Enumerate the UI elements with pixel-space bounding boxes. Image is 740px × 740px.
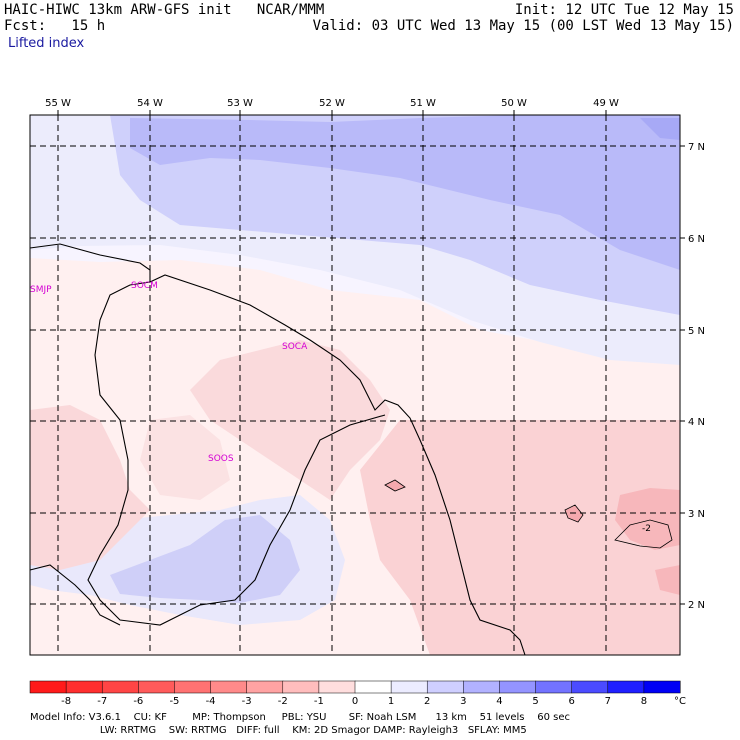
lon-label-50w: 50 W [501,98,527,109]
colorbar-tick-label: 7 [605,696,611,707]
model-info-line1: Model Info: V3.6.1 CU: KF MP: Thompson P… [30,712,570,723]
lon-label-53w: 53 W [227,98,253,109]
colorbar-tick-label: -1 [314,696,324,707]
colorbar-swatch [354,680,392,694]
lat-label-4n: 4 N [688,417,705,428]
lat-label-5n: 5 N [688,326,705,337]
station-soca: SOCA [282,342,308,352]
colorbar-swatch [138,680,175,694]
colorbar-swatch [246,680,284,694]
station-socm: SOCM [131,281,158,291]
field-name: Lifted index [8,36,85,51]
colorbar-swatch [29,680,67,694]
shaded-field [30,115,680,655]
lon-label-54w: 54 W [137,98,163,109]
colorbar-tick-label: 6 [568,696,574,707]
colorbar-tick-label: -6 [133,696,143,707]
field-unstable-east [360,420,680,655]
valid-time: Valid: 03 UTC Wed 13 May 15 (00 LST Wed … [312,18,734,34]
lat-labels: 7 N 6 N 5 N 4 N 3 N 2 N [688,142,705,611]
station-soos: SOOS [208,454,234,464]
colorbar-swatch [607,680,645,694]
station-smjp: SMJP [30,285,52,295]
colorbar-tick-label: 3 [460,696,466,707]
colorbar-swatch [535,680,573,694]
colorbar-tick-label: -7 [97,696,107,707]
lat-label-2n: 2 N [688,600,705,611]
coastline [29,243,526,656]
colorbar-swatch [210,680,248,694]
colorbar-tick-label: -8 [61,696,71,707]
coastline-borders [29,243,526,656]
colorbar-swatch [282,680,320,694]
colorbar-swatch [101,680,139,694]
colorbar-swatch [643,680,681,694]
lon-label-51w: 51 W [410,98,436,109]
contour-spot-1 [384,479,406,492]
field-stable-3-4 [640,118,680,140]
model-info-line2: LW: RRTMG SW: RRTMG DIFF: full KM: 2D Sm… [30,725,527,736]
colorbar-swatch [174,680,212,694]
field-unstable-spot-east [615,488,680,550]
colorbar-swatch [426,680,464,694]
colorbar-tick-label: 5 [532,696,538,707]
lon-label-49w: 49 W [593,98,619,109]
lat-lon-grid [30,115,680,655]
colorbar-tick-label: 4 [496,696,502,707]
field-sw-lobe [110,515,300,603]
colorbar-swatch [390,680,428,694]
lon-labels: 55 W 54 W 53 W 52 W 51 W 50 W 49 W [45,98,619,109]
colorbar-swatch [571,680,609,694]
field-unstable-inland [140,415,230,500]
field-unstable-west [30,405,150,570]
colorbar-tick-label: -5 [169,696,179,707]
colorbar-tick-label: -2 [278,696,288,707]
forecast-hour: Fcst: 15 h [4,18,106,34]
lon-label-52w: 52 W [319,98,345,109]
colorbar-tick-label: 0 [352,696,358,707]
border-south [29,564,121,626]
colorbar-swatch [499,680,537,694]
border-suriname-french-guiana [87,281,386,626]
lat-label-6n: 6 N [688,234,705,245]
contour-label: -2 [642,524,651,534]
field-stable-2-3 [130,115,680,270]
colorbar-tick-label: 1 [388,696,394,707]
colorbar-tick-label: 8 [641,696,647,707]
field-unstable-spot-se [655,565,680,595]
contour-minus-2 [614,519,673,549]
colorbar-swatch [463,680,500,694]
colorbar-swatch [318,680,356,694]
colorbar-tick-label: -4 [206,696,216,707]
station-labels: SMJP SOCM SOCA SOOS [30,281,308,464]
lon-label-55w: 55 W [45,98,71,109]
lat-label-3n: 3 N [688,509,705,520]
colorbar-tick-label: -3 [242,696,252,707]
axis-ticks [57,110,685,605]
colorbar-tick-label: 2 [424,696,430,707]
lat-label-7n: 7 N [688,142,705,153]
init-time: Init: 12 UTC Tue 12 May 15 [514,2,734,18]
plot-frame [29,114,681,656]
colorbar-swatch [65,680,103,694]
model-title: HAIC-HIWC 13km ARW-GFS init NCAR/MMM [4,2,325,18]
colorbar-unit: °C [674,696,686,707]
colorbar: -8 -7 -6 -5 -4 -3 -2 -1 0 1 2 3 4 5 6 7 8 [29,680,681,707]
